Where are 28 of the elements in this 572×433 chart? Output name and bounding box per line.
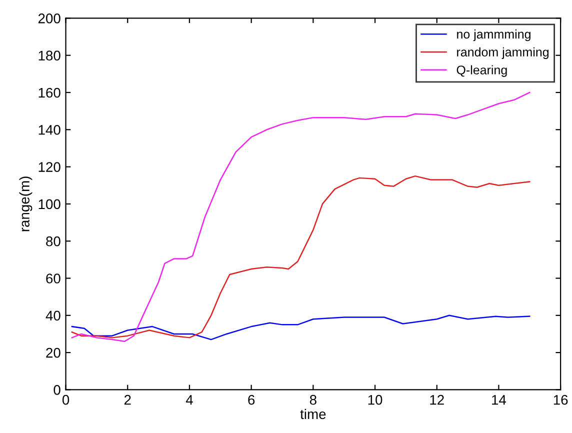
legend-label: Q-learing [456,65,507,77]
y-tick-label: 20 [46,348,60,358]
x-tick-label: 16 [554,394,568,405]
y-tick-label: 0 [54,385,60,395]
line-series [71,92,530,342]
y-tick-label: 180 [38,50,60,61]
legend-label: no jammming [457,29,530,42]
x-tick-label: 12 [430,394,444,405]
y-tick-label: 100 [38,199,60,210]
x-tick-label: 4 [186,395,193,405]
legend-label: random jamming [457,47,549,59]
line-series [71,314,530,340]
x-tick-label: 0 [62,394,70,405]
y-tick-label: 120 [38,162,60,172]
y-tick-label: 140 [38,124,60,135]
x-tick-label: 10 [368,394,382,405]
y-tick-label: 60 [46,274,60,284]
line-series [71,175,530,338]
x-axis-title: time [300,408,326,420]
x-tick-label: 8 [310,394,316,405]
x-tick-label: 2 [124,394,131,405]
y-tick-label: 40 [46,310,60,321]
x-tick-label: 14 [492,395,506,405]
x-tick-label: 6 [248,394,255,405]
y-tick-label: 200 [38,14,60,24]
y-axis-title: range(m) [19,176,32,232]
y-tick-label: 80 [46,236,60,246]
y-tick-label: 160 [38,88,60,98]
